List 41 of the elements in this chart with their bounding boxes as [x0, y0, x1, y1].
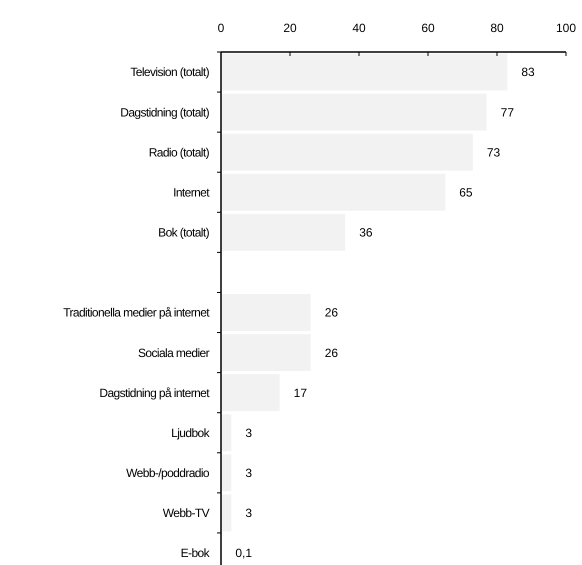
- data-label: 0,1: [235, 546, 252, 560]
- data-label: 17: [294, 386, 308, 400]
- y-tick-label: Internet: [173, 185, 210, 200]
- bar: [221, 374, 280, 412]
- bar: [221, 134, 473, 171]
- bar: [221, 54, 508, 90]
- data-label: 36: [359, 226, 373, 240]
- data-label: 3: [245, 426, 252, 440]
- y-tick-label: Webb-TV: [162, 506, 210, 520]
- y-tick-label: Radio (totalt): [148, 145, 210, 160]
- data-label: 65: [459, 185, 473, 200]
- bar: [221, 214, 346, 251]
- x-tick-label: 100: [556, 21, 576, 35]
- y-tick-label: Dagstidning (totalt): [120, 105, 210, 120]
- y-tick-label: Television (totalt): [130, 65, 210, 80]
- bar: [221, 494, 232, 532]
- x-tick-label: 0: [218, 21, 225, 35]
- data-label: 3: [245, 466, 252, 480]
- bar: [221, 334, 311, 372]
- y-tick-label: E-bok: [180, 546, 211, 560]
- x-tick-label: 40: [352, 21, 366, 35]
- data-label: 77: [500, 105, 514, 120]
- bar: [221, 294, 311, 331]
- data-label: 83: [521, 65, 536, 80]
- y-tick-label: Ljudbok: [171, 426, 211, 440]
- x-tick-label: 60: [421, 21, 435, 35]
- bar: [221, 174, 446, 211]
- bar: [221, 454, 232, 492]
- bar: [221, 414, 232, 452]
- y-tick-label: Traditionella medier på internet: [63, 306, 210, 320]
- x-tick-label: 80: [490, 21, 504, 35]
- y-tick-label: Dagstidning på internet: [99, 386, 210, 400]
- y-tick-label: Sociala medier: [138, 346, 210, 360]
- data-label: 26: [324, 306, 338, 320]
- data-label: 3: [245, 506, 252, 520]
- x-tick-label: 20: [283, 21, 297, 35]
- y-tick-label: Webb-/poddradio: [126, 466, 210, 480]
- y-tick-label: Bok (totalt): [158, 226, 210, 240]
- bar: [221, 94, 487, 131]
- data-label: 26: [324, 346, 338, 360]
- data-label: 73: [486, 145, 501, 160]
